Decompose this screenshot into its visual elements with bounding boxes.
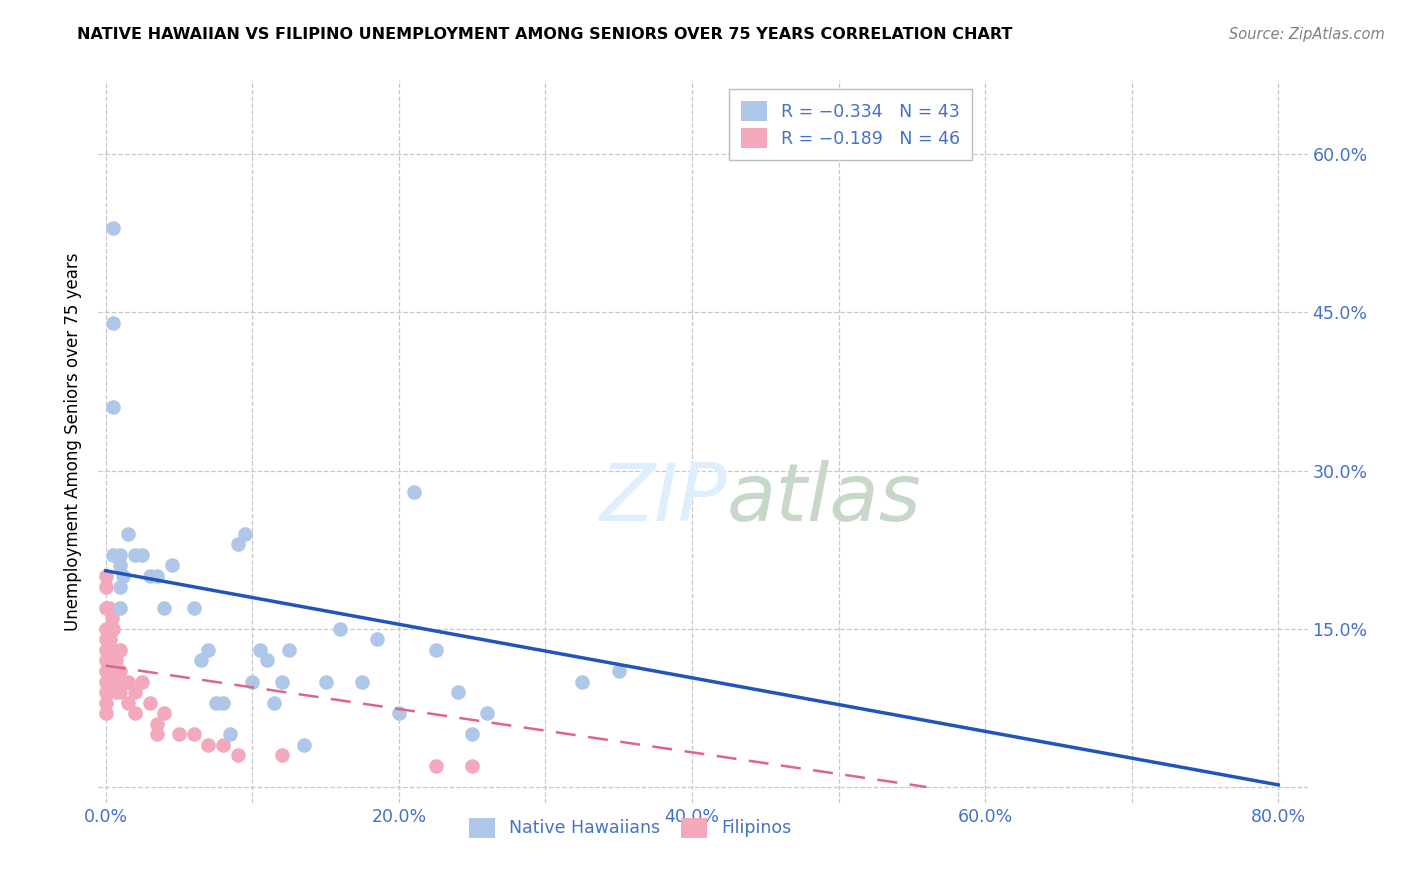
Point [94,643,117,657]
Point [270,748,292,763]
Point [101,548,124,562]
Point [226,537,249,551]
Point [94,706,117,720]
Point [131,548,153,562]
Point [425,759,447,773]
Point [94,569,117,583]
Point [212,696,235,710]
Point [240,674,263,689]
Point [446,685,468,699]
Point [183,600,205,615]
Point [146,716,169,731]
Point [138,569,160,583]
Point [101,622,124,636]
Point [402,484,425,499]
Point [103,653,125,667]
Point [204,696,226,710]
Point [292,738,315,752]
Point [110,664,132,678]
Point [124,685,146,699]
Point [461,759,484,773]
Point [105,685,128,699]
Point [249,643,271,657]
Point [138,696,160,710]
Point [94,685,117,699]
Point [124,706,146,720]
Point [153,600,176,615]
Point [103,674,125,689]
Point [101,316,124,330]
Point [146,569,169,583]
Point [98,632,121,647]
Point [263,696,285,710]
Point [124,548,146,562]
Point [110,643,132,657]
Point [117,526,139,541]
Point [94,580,117,594]
Point [197,738,219,752]
Point [146,727,169,741]
Point [226,748,249,763]
Point [131,674,153,689]
Point [94,664,117,678]
Point [425,643,447,657]
Point [100,611,122,625]
Point [190,653,212,667]
Point [117,674,139,689]
Point [352,674,374,689]
Point [315,674,337,689]
Point [212,738,235,752]
Point [101,401,124,415]
Text: atlas: atlas [727,460,922,539]
Point [233,526,256,541]
Point [97,622,120,636]
Point [94,674,117,689]
Point [112,569,135,583]
Point [94,622,117,636]
Legend: Native Hawaiians, Filipinos: Native Hawaiians, Filipinos [463,811,799,845]
Point [94,632,117,647]
Point [167,727,190,741]
Point [107,664,129,678]
Point [270,674,292,689]
Point [105,653,128,667]
Point [97,600,120,615]
Point [94,600,117,615]
Point [461,727,484,741]
Point [388,706,411,720]
Point [110,685,132,699]
Point [607,664,630,678]
Point [98,664,121,678]
Point [183,727,205,741]
Point [110,580,132,594]
Point [110,600,132,615]
Point [475,706,498,720]
Point [366,632,388,647]
Point [160,558,183,573]
Point [94,653,117,667]
Point [94,696,117,710]
Point [197,643,219,657]
Point [110,558,132,573]
Point [153,706,176,720]
Point [110,548,132,562]
Point [101,221,124,235]
Y-axis label: Unemployment Among Seniors over 75 years: Unemployment Among Seniors over 75 years [65,252,83,631]
Text: Source: ZipAtlas.com: Source: ZipAtlas.com [1229,27,1385,42]
Text: ZIP: ZIP [600,460,727,539]
Point [117,696,139,710]
Text: NATIVE HAWAIIAN VS FILIPINO UNEMPLOYMENT AMONG SENIORS OVER 75 YEARS CORRELATION: NATIVE HAWAIIAN VS FILIPINO UNEMPLOYMENT… [77,27,1012,42]
Point [256,653,278,667]
Point [278,643,301,657]
Point [101,643,124,657]
Point [219,727,242,741]
Point [571,674,593,689]
Point [98,643,121,657]
Point [101,664,124,678]
Point [329,622,352,636]
